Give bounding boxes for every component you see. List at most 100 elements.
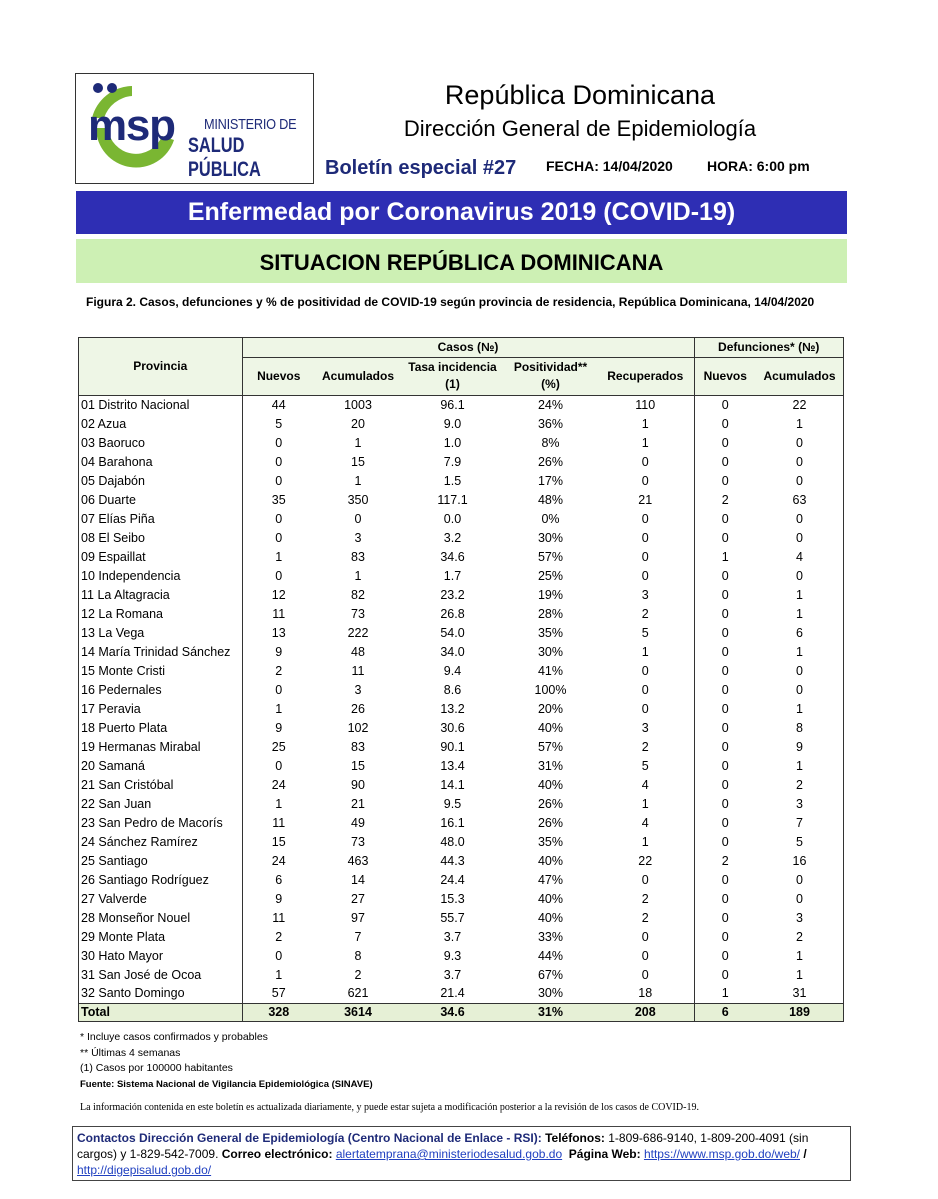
- table-row: 07 Elías Piña 0 0 0.0 0% 0 0 0: [79, 509, 843, 528]
- table-cell: 0: [241, 509, 315, 528]
- header-title: República Dominicana: [444, 80, 716, 110]
- table-cell: 1: [641, 644, 649, 659]
- table-cell: 4: [641, 777, 649, 792]
- table-cell: 3: [796, 910, 803, 925]
- table-cell: 1.5: [443, 473, 462, 488]
- table-cell: 0: [693, 794, 756, 813]
- email-link[interactable]: alertatemprana@ministeriodesalud.gob.do: [335, 1147, 563, 1161]
- footnotes: * Incluye casos confirmados y probables …: [80, 1030, 373, 1092]
- table-cell: 0: [693, 452, 756, 471]
- table-cell: 44.3: [440, 853, 465, 868]
- table-cell: 11: [241, 813, 315, 832]
- total-row: Total 328 3614 34.6 31% 208 6 189: [79, 1002, 843, 1021]
- province-name: 28 Monseñor Nouel: [81, 910, 191, 925]
- table-cell: 3: [641, 587, 649, 602]
- province-name: 21 San Cristóbal: [81, 777, 174, 792]
- section-title: SITUACION REPÚBLICA DOMINICANA: [76, 239, 847, 283]
- table-cell: 1: [796, 948, 803, 963]
- table-cell: 83: [351, 739, 365, 754]
- table-cell: 0: [241, 452, 315, 471]
- table-cell: 1: [241, 965, 315, 984]
- table-cell: 24.4: [440, 872, 465, 887]
- table-cell: 26: [351, 701, 365, 716]
- table-cell: 20: [351, 416, 365, 431]
- table-cell: 15: [241, 832, 315, 851]
- table-cell: 3.7: [443, 929, 462, 944]
- table-cell: 0: [693, 889, 756, 908]
- col-tasa: Tasa incidencia (1): [401, 357, 504, 395]
- table-cell: 0: [241, 471, 315, 490]
- table-row: 10 Independencia 0 1 1.7 25% 0 0 0: [79, 566, 843, 585]
- province-name: 25 Santiago: [81, 853, 148, 868]
- table-cell: 41%: [537, 663, 564, 678]
- table-cell: 3: [354, 530, 362, 545]
- table-cell: 4: [641, 815, 649, 830]
- table-cell: 14.1: [440, 777, 465, 792]
- table-cell: 1: [354, 473, 362, 488]
- table-row: 12 La Romana 11 73 26.8 28% 2 0 1: [79, 604, 843, 623]
- table-cell: 36%: [537, 416, 564, 431]
- web-link-msp[interactable]: https://www.msp.gob.do/web/: [643, 1147, 801, 1161]
- table-row: 29 Monte Plata 2 7 3.7 33% 0 0 2: [79, 927, 843, 946]
- table-cell: 1: [241, 547, 315, 566]
- table-cell: 1: [796, 701, 803, 716]
- table-cell: 1: [354, 568, 362, 583]
- table-cell: 0: [641, 454, 649, 469]
- table-cell: 0: [241, 566, 315, 585]
- table-cell: 1.0: [443, 435, 462, 450]
- table-row: 32 Santo Domingo 57 621 21.4 30% 18 1 31: [79, 984, 843, 1003]
- table-cell: 8.6: [443, 682, 462, 697]
- table-cell: 0: [693, 433, 756, 452]
- table-cell: 54.0: [440, 625, 465, 640]
- table-cell: 22: [638, 853, 653, 868]
- table-cell: 0.0: [443, 511, 462, 526]
- table-cell: 0: [693, 756, 756, 775]
- table-cell: 9.5: [443, 796, 462, 811]
- table-cell: 63: [792, 492, 807, 507]
- table-cell: 0: [693, 604, 756, 623]
- table-cell: 0: [241, 680, 315, 699]
- table-cell: 25: [241, 737, 315, 756]
- table-cell: 21: [638, 492, 653, 507]
- province-name: 18 Puerto Plata: [81, 720, 168, 735]
- table-cell: 0: [693, 870, 756, 889]
- table-row: 02 Azua 5 20 9.0 36% 1 0 1: [79, 414, 843, 433]
- province-name: 22 San Juan: [81, 796, 152, 811]
- table-cell: 0: [693, 623, 756, 642]
- province-name: 26 Santiago Rodríguez: [81, 872, 209, 887]
- table-cell: 30.6: [440, 720, 465, 735]
- table-cell: 48%: [537, 492, 564, 507]
- table-row: 08 El Seibo 0 3 3.2 30% 0 0 0: [79, 528, 843, 547]
- table-cell: 48.0: [440, 834, 465, 849]
- table-cell: 34.6: [401, 1002, 504, 1021]
- table-row: 01 Distrito Nacional 44 1003 96.1 24% 110 0 22: [79, 395, 843, 414]
- table-cell: 0: [241, 433, 315, 452]
- table-cell: 621: [347, 986, 369, 1001]
- table-cell: 55.7: [440, 910, 465, 925]
- table-cell: 1: [796, 967, 803, 982]
- table-cell: 34.6: [440, 549, 465, 564]
- table-cell: 31: [792, 986, 807, 1001]
- table-cell: 0: [693, 509, 756, 528]
- note-source: Fuente: Sistema Nacional de Vigilancia E…: [80, 1078, 373, 1090]
- table-cell: 23.2: [440, 587, 465, 602]
- table-row: 16 Pedernales 0 3 8.6 100% 0 0 0: [79, 680, 843, 699]
- table-cell: 17%: [537, 473, 564, 488]
- table-cell: 90.1: [440, 739, 465, 754]
- province-name: 07 Elías Piña: [81, 511, 155, 526]
- table-cell: 1: [796, 644, 803, 659]
- msp-logo-icon: msp: [88, 83, 176, 168]
- table-cell: 2: [641, 910, 649, 925]
- province-name: 04 Barahona: [81, 454, 153, 469]
- table-cell: 1: [693, 984, 756, 1003]
- table-cell: 31%: [504, 1002, 597, 1021]
- table-cell: 3: [354, 682, 362, 697]
- web-label: Página Web:: [568, 1147, 641, 1161]
- web-link-digepi[interactable]: http://digepisalud.gob.do/: [77, 1163, 212, 1177]
- table-row: 20 Samaná 0 15 13.4 31% 5 0 1: [79, 756, 843, 775]
- table-cell: 9: [241, 718, 315, 737]
- table-row: 03 Baoruco 0 1 1.0 8% 1 0 0: [79, 433, 843, 452]
- table-cell: 15.3: [440, 891, 465, 906]
- svg-text:msp: msp: [88, 101, 176, 150]
- table-cell: 57: [241, 984, 315, 1003]
